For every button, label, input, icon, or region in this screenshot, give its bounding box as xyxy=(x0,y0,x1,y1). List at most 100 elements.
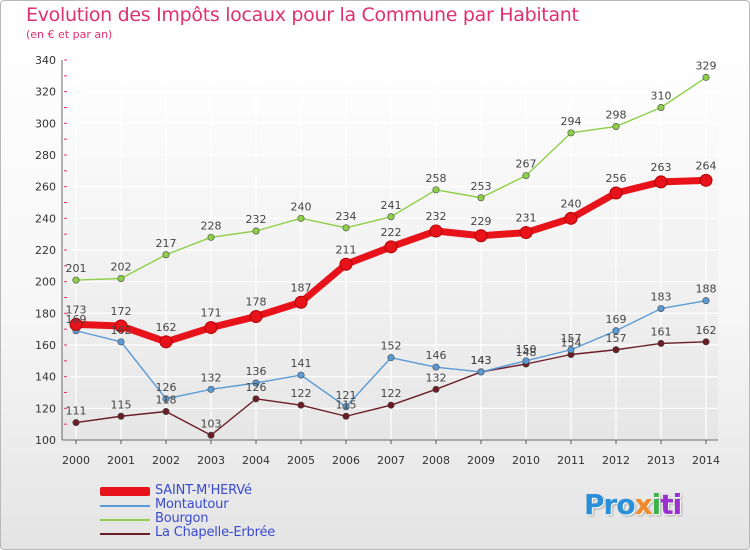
x-tick-label: 2007 xyxy=(377,454,405,467)
x-tick-label: 2000 xyxy=(62,454,90,467)
data-label-bourgon: 232 xyxy=(246,213,267,226)
data-label-saint-m-herv-: 162 xyxy=(156,321,177,334)
y-tick-label: 340 xyxy=(35,54,56,67)
series-layer xyxy=(69,73,713,439)
data-point-saint-m-herv- xyxy=(384,240,398,254)
data-label-bourgon: 228 xyxy=(201,219,222,232)
y-tick-label: 280 xyxy=(35,149,56,162)
data-point-saint-m-herv- xyxy=(294,295,308,309)
chart-subtitle: (en € et par an) xyxy=(26,28,113,41)
data-label-saint-m-herv-: 232 xyxy=(426,210,447,223)
data-label-bourgon: 329 xyxy=(696,59,717,72)
legend-label: SAINT-M'HERVé xyxy=(155,483,252,498)
data-label-la-chapelle-erbr-e: 111 xyxy=(66,405,87,418)
data-label-saint-m-herv-: 264 xyxy=(696,159,717,172)
legend: SAINT-M'HERVé Montautour Bourgon La Chap… xyxy=(100,483,380,541)
data-label-montautour: 143 xyxy=(471,354,492,367)
data-label-bourgon: 253 xyxy=(471,180,492,193)
x-tick-label: 2004 xyxy=(242,454,270,467)
data-label-saint-m-herv-: 231 xyxy=(516,212,537,225)
data-point-montautour xyxy=(567,346,575,354)
data-point-bourgon xyxy=(72,276,80,284)
legend-label: Bourgon xyxy=(155,511,209,526)
axes: 100 120 140 160 180 200 220 240 260 280 300 320 340 2… xyxy=(35,54,720,467)
x-tick-label: 2011 xyxy=(557,454,585,467)
y-tick-label: 180 xyxy=(35,307,56,320)
data-point-la-chapelle-erbr-e xyxy=(702,338,710,346)
y-tick-label: 260 xyxy=(35,181,56,194)
legend-item-la-chapelle-erbree: La Chapelle-Erbrée xyxy=(100,525,380,541)
data-point-saint-m-herv- xyxy=(159,335,173,349)
data-point-la-chapelle-erbr-e xyxy=(432,385,440,393)
data-point-montautour xyxy=(162,395,170,403)
data-label-bourgon: 240 xyxy=(291,200,312,213)
data-point-bourgon xyxy=(117,274,125,282)
legend-label: La Chapelle-Erbrée xyxy=(155,525,276,540)
x-tick-label: 2014 xyxy=(692,454,720,467)
data-point-montautour xyxy=(387,354,395,362)
data-label-saint-m-herv-: 211 xyxy=(336,243,357,256)
data-label-la-chapelle-erbr-e: 143 xyxy=(471,354,492,367)
x-tick-label: 2006 xyxy=(332,454,360,467)
x-tick-label: 2010 xyxy=(512,454,540,467)
x-tick-label: 2001 xyxy=(107,454,135,467)
data-point-saint-m-herv- xyxy=(519,226,533,240)
data-point-bourgon xyxy=(657,104,665,112)
data-point-bourgon xyxy=(207,233,215,241)
data-label-saint-m-herv-: 171 xyxy=(201,307,222,320)
x-tick-label: 2002 xyxy=(152,454,180,467)
data-label-bourgon: 298 xyxy=(606,109,627,122)
data-point-bourgon xyxy=(612,123,620,131)
y-tick-label: 240 xyxy=(35,212,56,225)
y-tick-label: 120 xyxy=(35,402,56,415)
data-point-montautour xyxy=(657,305,665,313)
data-point-montautour xyxy=(477,368,485,376)
data-label-saint-m-herv-: 240 xyxy=(561,197,582,210)
legend-item-montautour: Montautour xyxy=(100,498,380,513)
data-point-bourgon xyxy=(522,172,530,180)
data-label-bourgon: 234 xyxy=(336,210,357,223)
data-label-bourgon: 294 xyxy=(561,115,582,128)
data-point-saint-m-herv- xyxy=(339,257,353,271)
legend-swatch xyxy=(100,533,150,535)
legend-item-bourgon: Bourgon xyxy=(100,511,380,527)
data-label-montautour: 157 xyxy=(561,332,582,345)
data-label-la-chapelle-erbr-e: 161 xyxy=(651,325,672,338)
data-label-montautour: 126 xyxy=(156,381,177,394)
data-label-saint-m-herv-: 263 xyxy=(651,161,672,174)
data-point-montautour xyxy=(207,385,215,393)
data-label-la-chapelle-erbr-e: 157 xyxy=(606,332,627,345)
y-tick-label: 100 xyxy=(35,434,56,447)
data-label-bourgon: 258 xyxy=(426,172,447,185)
data-label-bourgon: 310 xyxy=(651,90,672,103)
data-label-la-chapelle-erbr-e: 103 xyxy=(201,417,222,430)
data-label-montautour: 136 xyxy=(246,365,267,378)
data-point-bourgon xyxy=(477,194,485,202)
x-tick-label: 2013 xyxy=(647,454,675,467)
data-label-montautour: 150 xyxy=(516,343,537,356)
data-label-la-chapelle-erbr-e: 126 xyxy=(246,381,267,394)
data-label-montautour: 141 xyxy=(291,357,312,370)
data-label-montautour: 169 xyxy=(66,313,87,326)
data-label-la-chapelle-erbr-e: 118 xyxy=(156,394,177,407)
data-point-montautour xyxy=(342,403,350,411)
data-label-montautour: 188 xyxy=(696,283,717,296)
data-point-bourgon xyxy=(252,227,260,235)
data-label-bourgon: 201 xyxy=(66,262,87,275)
data-point-saint-m-herv- xyxy=(69,317,83,331)
data-point-montautour xyxy=(297,371,305,379)
data-point-la-chapelle-erbr-e xyxy=(117,412,125,420)
data-point-bourgon xyxy=(567,129,575,137)
y-tick-label: 140 xyxy=(35,371,56,384)
data-point-montautour xyxy=(117,338,125,346)
proxiti-logo: Proxiti xyxy=(584,488,682,521)
data-point-montautour xyxy=(252,379,260,387)
x-tick-label: 2008 xyxy=(422,454,450,467)
data-point-la-chapelle-erbr-e xyxy=(657,339,665,347)
data-label-la-chapelle-erbr-e: 148 xyxy=(516,346,537,359)
legend-swatch xyxy=(100,487,150,496)
data-point-montautour xyxy=(612,327,620,335)
data-label-montautour: 132 xyxy=(201,371,222,384)
x-tick-label: 2009 xyxy=(467,454,495,467)
